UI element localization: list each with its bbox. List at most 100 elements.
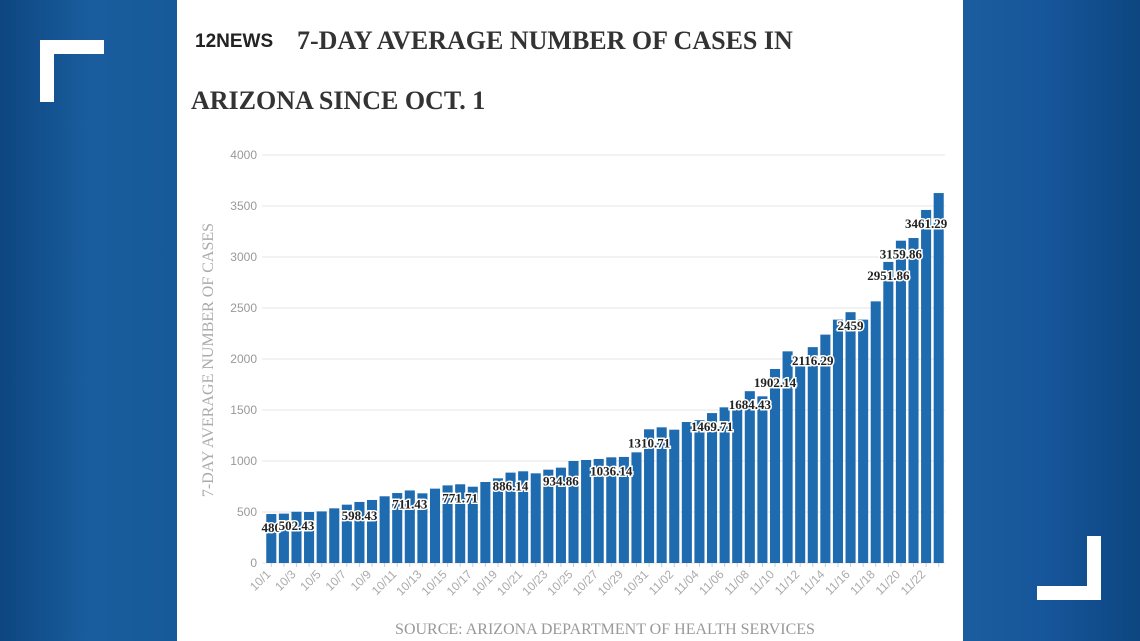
y-tick-label: 500 xyxy=(237,505,257,519)
x-tick-label: 10/19 xyxy=(469,567,500,598)
bar-10/26 xyxy=(581,459,592,563)
y-tick-label: 1000 xyxy=(230,454,257,468)
x-tick-label: 11/18 xyxy=(847,567,878,598)
data-label: 934.86 xyxy=(543,474,579,489)
y-tick-label: 3000 xyxy=(230,250,257,264)
data-label: 1310.71 xyxy=(628,435,670,450)
y-tick-label: 4000 xyxy=(230,148,257,162)
bar-10/13 xyxy=(417,493,428,563)
bar-10/5 xyxy=(316,511,327,563)
bar-11/03 xyxy=(681,422,692,563)
y-tick-label: 3500 xyxy=(230,199,257,213)
y-tick-label: 2500 xyxy=(230,301,257,315)
bar-10/20 xyxy=(505,472,516,563)
bar-10/27 xyxy=(593,458,604,563)
bar-10/7 xyxy=(341,504,352,563)
bar-10/15 xyxy=(442,485,453,563)
bar-11/16 xyxy=(845,312,856,563)
bar-11/20 xyxy=(895,240,906,563)
data-label: 480 xyxy=(262,520,282,535)
logo-text: 12NEWS xyxy=(195,31,274,52)
y-tick-label: 1500 xyxy=(230,403,257,417)
x-tick-label: 11/08 xyxy=(721,567,752,598)
data-label: 2951.86 xyxy=(867,268,910,283)
data-label: 2116.29 xyxy=(792,353,834,368)
data-label: 1469.71 xyxy=(691,419,733,434)
bar-11/01 xyxy=(656,427,667,563)
bar-11/19 xyxy=(883,261,894,563)
bar-10/4 xyxy=(304,512,315,563)
bar-10/18 xyxy=(480,482,491,563)
bar-11/08 xyxy=(744,391,755,563)
bar-11/11 xyxy=(782,351,793,563)
bar-10/10 xyxy=(379,496,390,563)
bar-10/3 xyxy=(291,511,302,563)
x-tick-label: 10/5 xyxy=(297,567,324,594)
bar-10/17 xyxy=(467,486,478,563)
bar-10/22 xyxy=(530,473,541,563)
bar-11/18 xyxy=(870,301,881,563)
bar-10/1 xyxy=(266,514,277,563)
bar-11/17 xyxy=(858,319,869,563)
bar-11/21 xyxy=(908,238,919,563)
bar-11/04 xyxy=(694,420,705,563)
bar-11/15 xyxy=(832,319,843,563)
bar-11/07 xyxy=(732,403,743,563)
chart-title-line2: ARIZONA SINCE OCT. 1 xyxy=(191,86,486,115)
data-label: 3159.86 xyxy=(880,247,923,262)
x-tick-label: 11/14 xyxy=(797,567,828,598)
x-tick-label: 10/17 xyxy=(444,567,475,598)
bar-10/16 xyxy=(455,484,466,563)
x-tick-label: 11/10 xyxy=(747,567,778,598)
y-tick-label: 0 xyxy=(250,556,257,570)
x-tick-label: 10/15 xyxy=(419,567,450,598)
x-tick-label: 11/06 xyxy=(696,567,727,598)
bar-11/10 xyxy=(769,368,781,563)
x-tick-label: 11/02 xyxy=(646,567,677,598)
bar-11/23 xyxy=(933,193,944,563)
data-label: 771.71 xyxy=(442,490,478,505)
bar-11/05 xyxy=(707,413,718,563)
chart-title-line1: 7-DAY AVERAGE NUMBER OF CASES IN xyxy=(297,26,793,55)
x-tick-label: 11/20 xyxy=(873,567,904,598)
data-label: 598.43 xyxy=(342,508,378,523)
12news-logo: 12NEWS xyxy=(195,31,273,53)
bar-10/24 xyxy=(555,467,566,563)
bar-10/25 xyxy=(568,461,579,563)
y-axis-label: 7-DAY AVERAGE NUMBER OF CASES xyxy=(200,223,217,497)
bar-10/28 xyxy=(606,457,617,563)
bar-10/8 xyxy=(354,501,365,563)
bar-10/2 xyxy=(278,513,289,563)
bar-11/13 xyxy=(807,347,818,563)
data-label: 1684.43 xyxy=(729,397,772,412)
bar-11/02 xyxy=(669,429,680,563)
bar-11/22 xyxy=(921,209,932,563)
bar-10/12 xyxy=(404,490,415,563)
bar-11/06 xyxy=(719,407,730,563)
bar-10/29 xyxy=(618,456,629,563)
x-tick-label: 10/29 xyxy=(595,567,626,598)
brand-corner-top-left xyxy=(40,40,104,54)
data-label: 502.43 xyxy=(279,518,315,533)
x-tick-label: 10/13 xyxy=(393,567,424,598)
bar-10/21 xyxy=(518,471,529,563)
bar-10/19 xyxy=(492,478,503,563)
bar-10/9 xyxy=(367,499,378,563)
data-label: 2459 xyxy=(838,318,865,333)
brand-corner-bottom-right-vertical xyxy=(1087,536,1101,600)
data-label: 1902.14 xyxy=(754,375,797,390)
x-tick-label: 10/11 xyxy=(369,567,400,598)
bar-10/11 xyxy=(392,493,403,563)
y-tick-label: 2000 xyxy=(230,352,257,366)
brand-corner-top-left-vertical xyxy=(40,40,54,102)
brand-corner-bottom-right xyxy=(1037,586,1101,600)
bar-10/30 xyxy=(631,452,642,563)
data-label: 711.43 xyxy=(392,496,428,511)
x-tick-label: 10/27 xyxy=(570,567,601,598)
bar-11/14 xyxy=(820,334,831,563)
x-tick-label: 10/1 xyxy=(247,567,274,594)
x-tick-label: 10/21 xyxy=(494,567,525,598)
x-tick-label: 10/23 xyxy=(519,567,550,598)
x-tick-label: 10/25 xyxy=(545,567,576,598)
